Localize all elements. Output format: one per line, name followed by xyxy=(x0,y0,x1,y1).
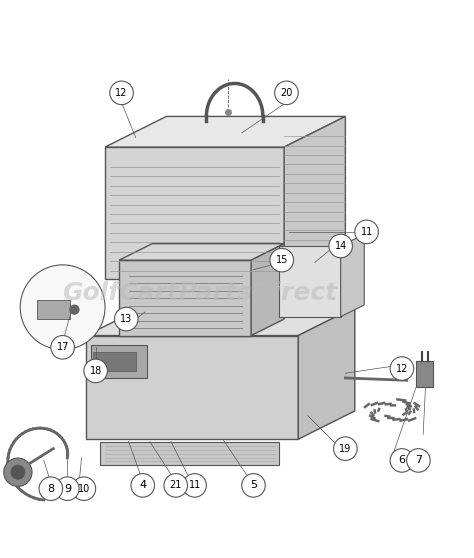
Text: 6: 6 xyxy=(399,455,405,465)
Text: 14: 14 xyxy=(335,241,347,251)
Circle shape xyxy=(183,474,206,497)
Circle shape xyxy=(275,81,298,105)
Text: 17: 17 xyxy=(56,342,69,352)
Polygon shape xyxy=(279,246,341,317)
Circle shape xyxy=(390,449,414,472)
Polygon shape xyxy=(100,441,279,465)
Circle shape xyxy=(242,474,265,497)
Text: 7: 7 xyxy=(415,455,422,465)
Polygon shape xyxy=(284,117,346,279)
Circle shape xyxy=(20,265,105,350)
Polygon shape xyxy=(105,147,284,279)
Text: 21: 21 xyxy=(170,480,182,490)
Text: 15: 15 xyxy=(275,255,288,265)
Circle shape xyxy=(390,357,414,381)
Circle shape xyxy=(407,449,430,472)
Circle shape xyxy=(70,305,79,314)
Polygon shape xyxy=(119,244,284,260)
Bar xyxy=(36,300,70,319)
Text: 8: 8 xyxy=(47,484,55,494)
Polygon shape xyxy=(298,307,355,439)
Text: 4: 4 xyxy=(139,480,146,490)
Circle shape xyxy=(110,81,133,105)
Circle shape xyxy=(164,474,188,497)
Polygon shape xyxy=(86,335,298,439)
Text: 11: 11 xyxy=(360,227,373,237)
Polygon shape xyxy=(86,307,355,335)
Bar xyxy=(416,362,433,387)
Polygon shape xyxy=(251,244,284,335)
Circle shape xyxy=(334,437,357,460)
Circle shape xyxy=(329,234,353,258)
Text: 13: 13 xyxy=(120,314,132,324)
Polygon shape xyxy=(341,234,364,317)
Circle shape xyxy=(11,465,25,479)
Text: 10: 10 xyxy=(78,484,90,494)
Circle shape xyxy=(355,220,378,244)
Text: GolfCartPartsDirect: GolfCartPartsDirect xyxy=(62,281,337,305)
Circle shape xyxy=(55,477,79,501)
Bar xyxy=(93,352,136,371)
Text: 11: 11 xyxy=(189,480,201,490)
Circle shape xyxy=(39,477,63,501)
Circle shape xyxy=(131,474,155,497)
Text: 20: 20 xyxy=(280,88,292,98)
Circle shape xyxy=(72,477,96,501)
Circle shape xyxy=(270,248,293,272)
Polygon shape xyxy=(119,260,251,335)
Text: 12: 12 xyxy=(115,88,128,98)
Circle shape xyxy=(4,458,32,487)
Circle shape xyxy=(84,359,108,383)
Text: 12: 12 xyxy=(396,363,408,373)
Text: 19: 19 xyxy=(339,444,352,454)
Text: 5: 5 xyxy=(250,480,257,490)
Text: 18: 18 xyxy=(90,366,102,376)
Bar xyxy=(91,345,147,378)
Polygon shape xyxy=(105,117,346,147)
Circle shape xyxy=(51,335,74,359)
Text: 9: 9 xyxy=(64,484,71,494)
Circle shape xyxy=(115,307,138,331)
